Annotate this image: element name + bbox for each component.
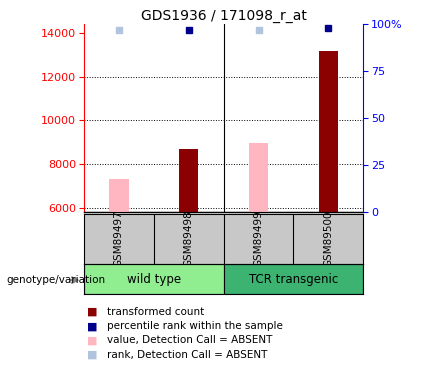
Text: GSM89500: GSM89500 (323, 211, 333, 267)
Text: transformed count: transformed count (107, 307, 204, 317)
Text: genotype/variation: genotype/variation (6, 275, 106, 285)
Text: GDS1936 / 171098_r_at: GDS1936 / 171098_r_at (141, 9, 307, 23)
Text: ■: ■ (87, 307, 98, 317)
Text: ■: ■ (87, 350, 98, 360)
Text: GSM89497: GSM89497 (114, 211, 124, 267)
Text: percentile rank within the sample: percentile rank within the sample (107, 321, 283, 331)
Text: GSM89499: GSM89499 (254, 211, 264, 267)
Text: wild type: wild type (127, 273, 181, 286)
Text: value, Detection Call = ABSENT: value, Detection Call = ABSENT (107, 336, 272, 345)
Bar (249, 143, 268, 212)
Text: TCR transgenic: TCR transgenic (249, 273, 338, 286)
Bar (109, 179, 129, 212)
Text: ■: ■ (87, 321, 98, 331)
Text: ■: ■ (87, 336, 98, 345)
Text: rank, Detection Call = ABSENT: rank, Detection Call = ABSENT (107, 350, 267, 360)
Text: GSM89498: GSM89498 (184, 211, 194, 267)
Bar (84, 264, 224, 294)
Bar (319, 51, 338, 212)
Bar (224, 264, 363, 294)
Bar (179, 148, 198, 212)
